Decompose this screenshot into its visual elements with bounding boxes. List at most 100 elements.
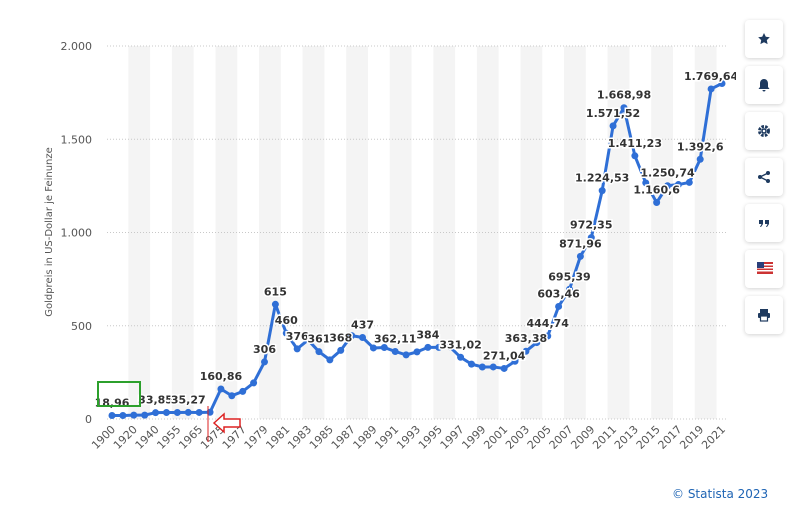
value-label: 33,85: [138, 394, 173, 407]
data-point: [522, 347, 530, 355]
chart: Goldpreis in US-Dollar je Feinunze 0 500 1…: [44, 40, 761, 452]
data-point: [533, 339, 541, 347]
x-tick-label: 2003: [503, 423, 532, 452]
data-point: [642, 179, 650, 187]
value-label: 160,86: [200, 370, 243, 383]
language-button[interactable]: [745, 250, 783, 288]
data-point: [620, 104, 628, 112]
y-tick-label: 1.000: [61, 227, 93, 240]
value-label: 18,96: [95, 396, 130, 409]
x-tick-label: 2015: [634, 423, 663, 452]
data-point: [587, 234, 595, 242]
favorite-button[interactable]: [745, 20, 783, 58]
value-label: 1.411,23: [608, 137, 662, 150]
x-tick-label: 2009: [568, 423, 597, 452]
data-point: [609, 122, 617, 130]
data-point: [435, 343, 443, 351]
value-label: 1.250,74: [640, 167, 695, 180]
marker-arrow: [212, 412, 241, 434]
data-point: [239, 387, 247, 395]
value-label: 871,96: [559, 237, 602, 250]
value-label: 376: [286, 330, 309, 343]
data-point: [478, 363, 486, 371]
settings-button[interactable]: [745, 112, 783, 150]
value-label: 615: [264, 285, 287, 298]
x-tick-label: 1999: [459, 423, 488, 452]
value-label: 444,74: [526, 317, 569, 330]
data-point: [195, 408, 203, 416]
value-label: 972,35: [570, 219, 612, 232]
data-point: [130, 411, 138, 419]
value-label: 363,38: [505, 332, 547, 345]
data-point: [424, 343, 432, 351]
x-tick-label: 2017: [656, 423, 685, 452]
x-tick-label: 2013: [612, 423, 641, 452]
data-point: [576, 252, 584, 260]
data-point: [108, 411, 116, 419]
x-tick-label: 1900: [89, 423, 118, 452]
data-point: [184, 408, 192, 416]
data-point: [315, 348, 323, 356]
y-axis-title: Goldpreis in US-Dollar je Feinunze: [44, 147, 55, 317]
data-point: [152, 409, 160, 417]
value-label: 460: [275, 314, 298, 327]
data-line: [111, 82, 723, 417]
x-tick-label: 1993: [394, 423, 423, 452]
data-point: [653, 199, 661, 207]
data-point: [337, 346, 345, 354]
value-label: 271,04: [483, 349, 526, 362]
notification-button[interactable]: [745, 66, 783, 104]
background-band: [215, 46, 238, 419]
x-tick-label: 1940: [133, 423, 162, 452]
data-point: [598, 187, 606, 195]
background-band: [346, 46, 368, 419]
value-label: 1.769,64: [684, 70, 736, 83]
highlight-box: [97, 381, 141, 407]
x-tick-label: 1989: [351, 423, 380, 452]
data-point: [500, 364, 508, 372]
background-band: [433, 46, 456, 419]
x-tick-label: 2007: [547, 423, 576, 452]
value-label: 368: [329, 331, 352, 344]
x-tick-label: 1920: [111, 423, 140, 452]
background-band: [520, 46, 543, 419]
y-tick-label: 2.000: [61, 40, 93, 53]
x-tick-label: 2005: [525, 423, 554, 452]
data-point: [162, 409, 170, 417]
background-band: [389, 46, 412, 419]
share-button[interactable]: [745, 158, 783, 196]
value-label: 306: [253, 343, 276, 356]
x-tick-label: 1991: [372, 423, 401, 452]
value-label: 35,27: [171, 393, 206, 406]
data-point: [457, 353, 465, 361]
data-point: [369, 344, 377, 352]
data-point: [293, 345, 301, 353]
value-label: 1.224,53: [575, 172, 629, 185]
print-button[interactable]: [745, 296, 783, 334]
source-credit[interactable]: © Statista 2023: [672, 487, 769, 501]
x-tick-label: 2021: [699, 423, 728, 452]
y-tick-label: 1.500: [61, 133, 93, 146]
data-point: [282, 329, 290, 337]
background-band: [694, 46, 717, 419]
x-tick-label: 1985: [307, 423, 336, 452]
data-point: [707, 85, 715, 93]
data-point: [664, 182, 672, 190]
data-point: [326, 356, 334, 364]
data-point: [250, 379, 258, 387]
background-band: [564, 46, 586, 419]
data-point: [685, 178, 693, 186]
x-tick-label: 1981: [263, 423, 292, 452]
data-point: [217, 385, 225, 393]
y-tick-label: 0: [85, 413, 92, 426]
cite-button[interactable]: [745, 204, 783, 242]
data-point: [696, 155, 704, 163]
value-label: 1.160,6: [633, 184, 680, 197]
value-label: 1.392,6: [677, 140, 724, 153]
value-label: 361: [307, 333, 330, 346]
background-band: [128, 46, 151, 419]
x-tick-label: 1965: [176, 423, 205, 452]
data-point: [271, 300, 279, 308]
data-point: [631, 152, 639, 160]
